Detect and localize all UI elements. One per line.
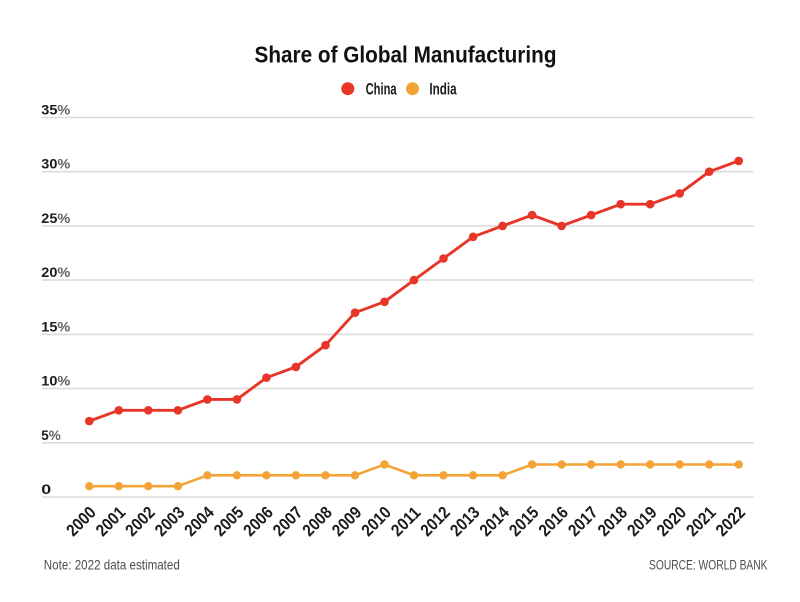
svg-text:0: 0 [41, 482, 51, 498]
svg-text:35%: 35% [41, 102, 71, 118]
svg-text:30%: 30% [41, 156, 71, 172]
svg-text:5%: 5% [41, 427, 61, 443]
svg-text:Share of Global Manufacturing: Share of Global Manufacturing [255, 42, 557, 68]
svg-text:15%: 15% [41, 318, 71, 334]
svg-text:China: China [366, 80, 397, 99]
svg-text:20%: 20% [41, 264, 71, 280]
svg-text:India: India [429, 80, 457, 99]
svg-text:10%: 10% [41, 373, 71, 389]
svg-text:Note: 2022 data estimated: Note: 2022 data estimated [44, 558, 180, 573]
svg-text:SOURCE: WORLD BANK: SOURCE: WORLD BANK [649, 558, 768, 573]
svg-text:25%: 25% [41, 210, 71, 226]
